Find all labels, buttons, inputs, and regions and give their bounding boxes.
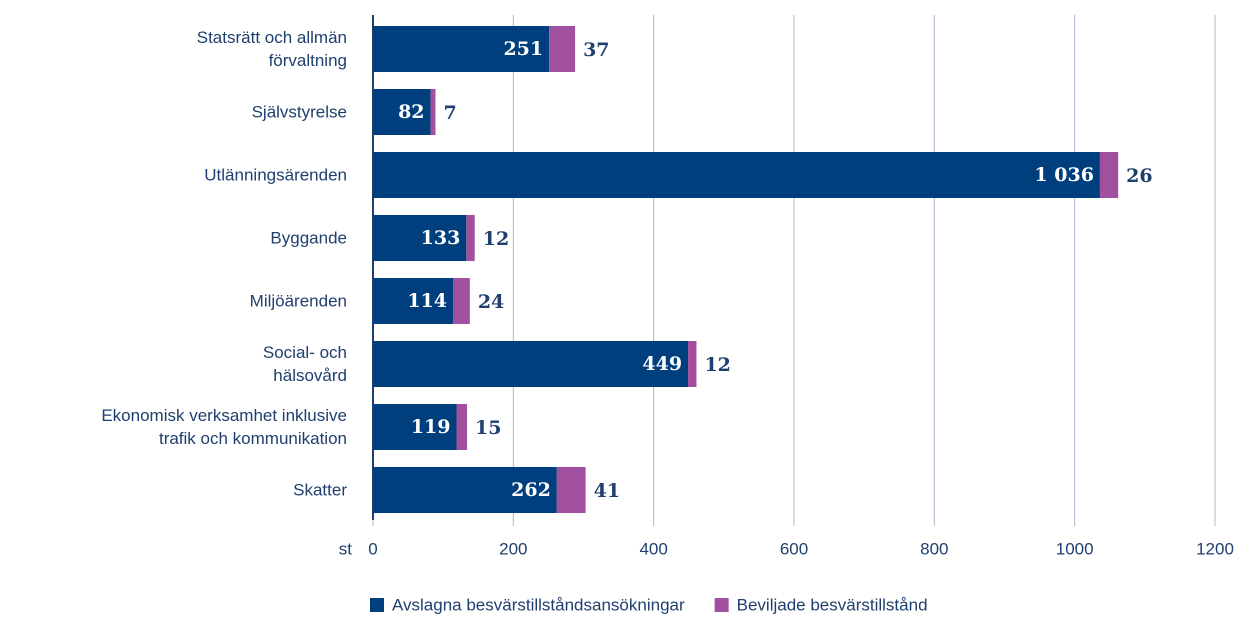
data-label: 251 — [503, 38, 543, 60]
data-label: 26 — [1126, 165, 1152, 187]
data-label: 41 — [594, 480, 620, 502]
legend-swatch — [714, 598, 729, 612]
data-label: 133 — [421, 227, 461, 249]
data-label: 119 — [411, 416, 451, 438]
data-label: 7 — [443, 102, 456, 124]
y-tick-label: Miljöärenden — [249, 291, 347, 311]
bar-segment — [1099, 152, 1119, 198]
bar-segment — [549, 26, 576, 72]
data-label: 37 — [583, 39, 609, 61]
data-label: 82 — [398, 101, 424, 123]
bar-segment — [430, 89, 436, 135]
bar-segment — [688, 341, 697, 387]
data-label: 1 036 — [1034, 164, 1094, 186]
bar-segment — [373, 467, 557, 513]
legend-label: Beviljade besvärstillstånd — [737, 595, 928, 614]
data-label: 12 — [483, 228, 509, 250]
x-tick-label: 1200 — [1196, 539, 1234, 558]
x-tick-label: 1000 — [1056, 539, 1094, 558]
x-tick-label: 200 — [499, 539, 527, 558]
bar-segment — [556, 467, 586, 513]
legend-swatch — [370, 598, 384, 612]
data-label: 12 — [704, 354, 730, 376]
y-tick-label: Utlänningsärenden — [204, 165, 347, 185]
y-tick-label: Byggande — [270, 228, 347, 248]
bar-segment — [452, 278, 470, 324]
bar-segment — [373, 341, 689, 387]
bar-segment — [373, 152, 1100, 198]
bar-segment — [466, 215, 475, 261]
bar-segment — [373, 215, 467, 261]
x-tick-label: 0 — [368, 539, 377, 558]
x-axis-label: st — [339, 539, 353, 558]
bar-segment — [373, 404, 457, 450]
y-tick-label: Självstyrelse — [251, 102, 347, 122]
x-tick-label: 600 — [780, 539, 808, 558]
bar-segment — [456, 404, 468, 450]
data-label: 262 — [511, 479, 551, 501]
data-label: 24 — [478, 291, 504, 313]
data-label: 449 — [642, 353, 682, 375]
data-label: 114 — [407, 290, 447, 312]
bar-segment — [373, 278, 453, 324]
data-label: 15 — [475, 417, 501, 439]
bar-segment — [373, 26, 550, 72]
bar-segment — [373, 89, 431, 135]
y-tick-label: Skatter — [293, 480, 347, 500]
x-tick-label: 400 — [639, 539, 667, 558]
y-tick-label: Ekonomisk verksamhet inklusive trafik oc… — [101, 406, 347, 448]
y-tick-label: Statsrätt och allmän förvaltning — [196, 28, 347, 70]
y-tick-label: Social- och hälsovård — [262, 343, 347, 385]
x-tick-label: 800 — [920, 539, 948, 558]
legend-label: Avslagna besvärstillståndsansökningar — [392, 595, 685, 614]
